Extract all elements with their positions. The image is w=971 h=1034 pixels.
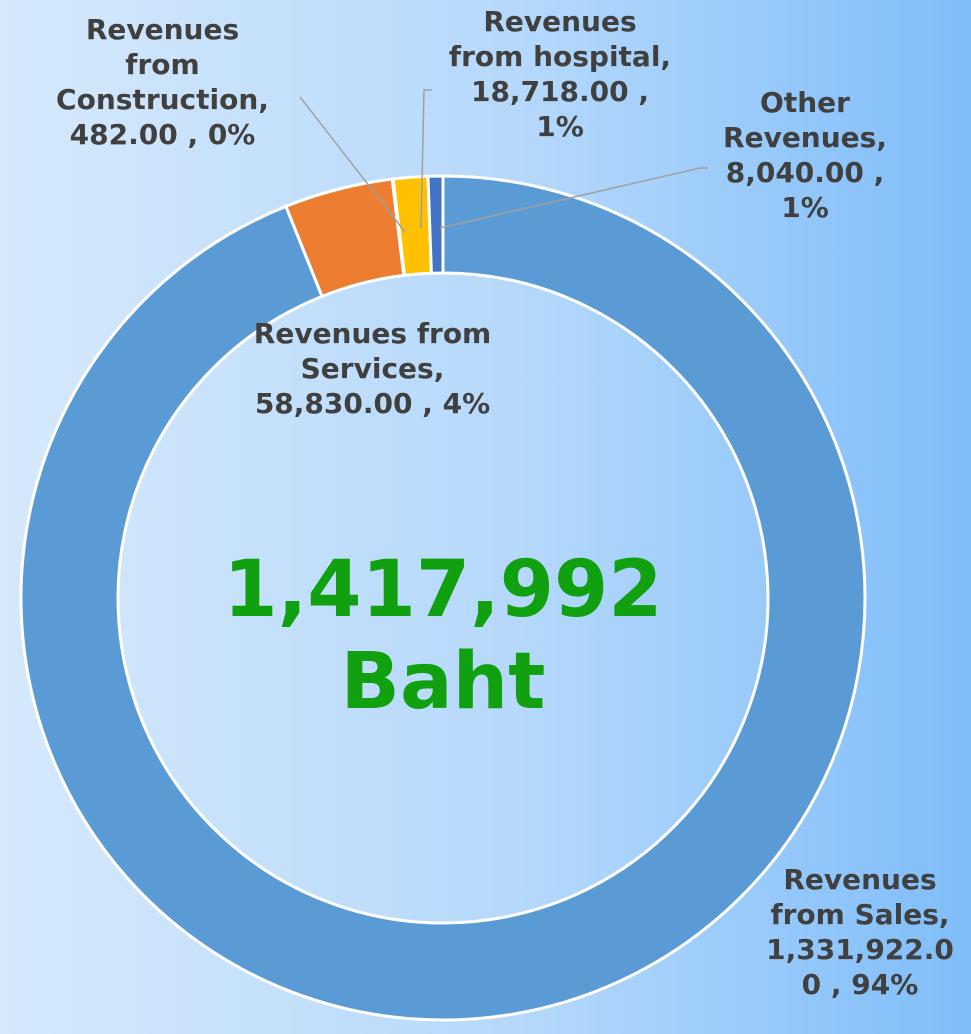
total-value: 1,417,992	[223, 545, 663, 635]
slice	[426, 174, 445, 275]
data-label: Revenues from Construction, 482.00 , 0%	[56, 13, 269, 151]
leader-line	[439, 167, 708, 229]
data-label: Other Revenues, 8,040.00 , 1%	[723, 86, 887, 224]
slice	[19, 174, 867, 1022]
leader-line	[299, 96, 406, 233]
data-label: Revenues from Services, 58,830.00 , 4%	[253, 317, 492, 420]
donut	[19, 174, 867, 1022]
total-unit: Baht	[340, 637, 546, 727]
data-label: Revenues from hospital, 18,718.00 , 1%	[448, 5, 672, 143]
data-label: Revenues from Sales, 1,331,922.00 , 94%	[766, 863, 954, 1001]
leader-line	[420, 89, 432, 229]
